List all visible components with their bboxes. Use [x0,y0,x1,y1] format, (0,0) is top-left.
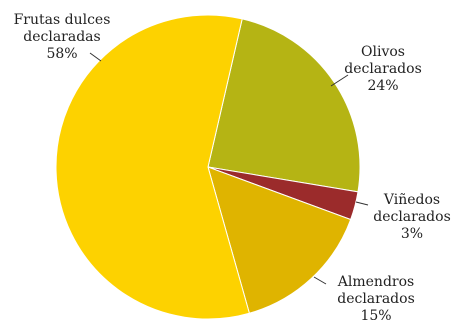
pie-slice-3 [55,14,251,320]
slice-label-0-line-2: 24% [367,78,398,94]
slice-label-3-line-2: 58% [46,46,77,62]
slice-labels: Olivos declarados 24%Viñedos declarados 3%Al… [14,12,451,324]
slice-label-0: Olivos declarados 24% [344,44,422,94]
pie-slice-2 [207,166,352,314]
slice-label-1: Viñedos declarados 3% [373,192,451,242]
slice-label-1-line-1: declarados [373,209,451,225]
slice-label-2-line-2: 15% [360,308,391,324]
pie-slice-0 [207,18,361,193]
label-leader-lines [89,52,369,285]
leader-line-1 [355,201,369,206]
leader-line-3 [89,52,102,62]
slice-label-1-line-0: Viñedos [383,192,440,208]
slice-label-2-line-0: Almendros [337,274,414,290]
pie-slices [55,14,361,320]
slice-label-2-line-1: declarados [337,291,415,307]
slice-label-3-line-0: Frutas dulces [14,12,111,28]
slice-label-1-line-2: 3% [401,226,423,242]
slice-label-0-line-1: declarados [344,61,422,77]
slice-label-3: Frutas dulces declaradas 58% [14,12,111,62]
slice-label-3-line-1: declaradas [23,29,100,45]
leader-line-2 [313,276,327,285]
slice-label-0-line-0: Olivos [361,44,405,60]
leader-line-0 [330,74,349,87]
slice-label-2: Almendros declarados 15% [337,274,415,324]
